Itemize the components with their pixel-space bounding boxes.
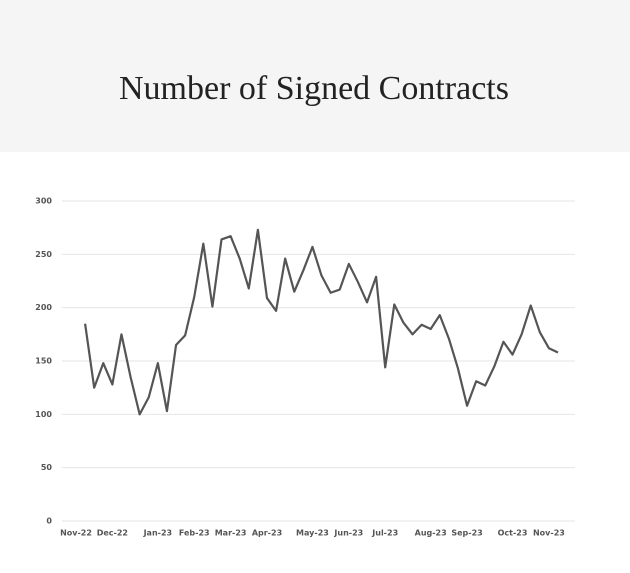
- y-tick-label: 200: [35, 303, 52, 312]
- y-tick-label: 50: [41, 463, 53, 472]
- y-tick-label: 150: [35, 357, 52, 366]
- x-tick-label: Jul-23: [371, 529, 398, 538]
- y-tick-label: 300: [35, 197, 52, 206]
- x-tick-label: Feb-23: [179, 529, 210, 538]
- x-tick-label: Sep-23: [451, 529, 482, 538]
- x-tick-label: Aug-23: [415, 529, 447, 538]
- x-tick-label: Apr-23: [252, 529, 282, 538]
- x-tick-label: Mar-23: [215, 529, 247, 538]
- x-tick-label: Nov-23: [533, 529, 565, 538]
- header-band: [0, 0, 630, 152]
- x-tick-label: Jan-23: [143, 529, 173, 538]
- line-series: [84, 228, 559, 416]
- x-tick-label: Dec-22: [97, 529, 128, 538]
- x-tick-label: Oct-23: [498, 529, 528, 538]
- x-tick-label: Nov-22: [60, 529, 92, 538]
- y-tick-label: 0: [46, 517, 52, 526]
- y-tick-label: 100: [35, 410, 52, 419]
- x-tick-label: Jun-23: [333, 529, 363, 538]
- x-tick-label: May-23: [296, 529, 329, 538]
- y-tick-label: 250: [35, 250, 52, 259]
- chart-title: Number of Signed Contracts: [119, 70, 509, 107]
